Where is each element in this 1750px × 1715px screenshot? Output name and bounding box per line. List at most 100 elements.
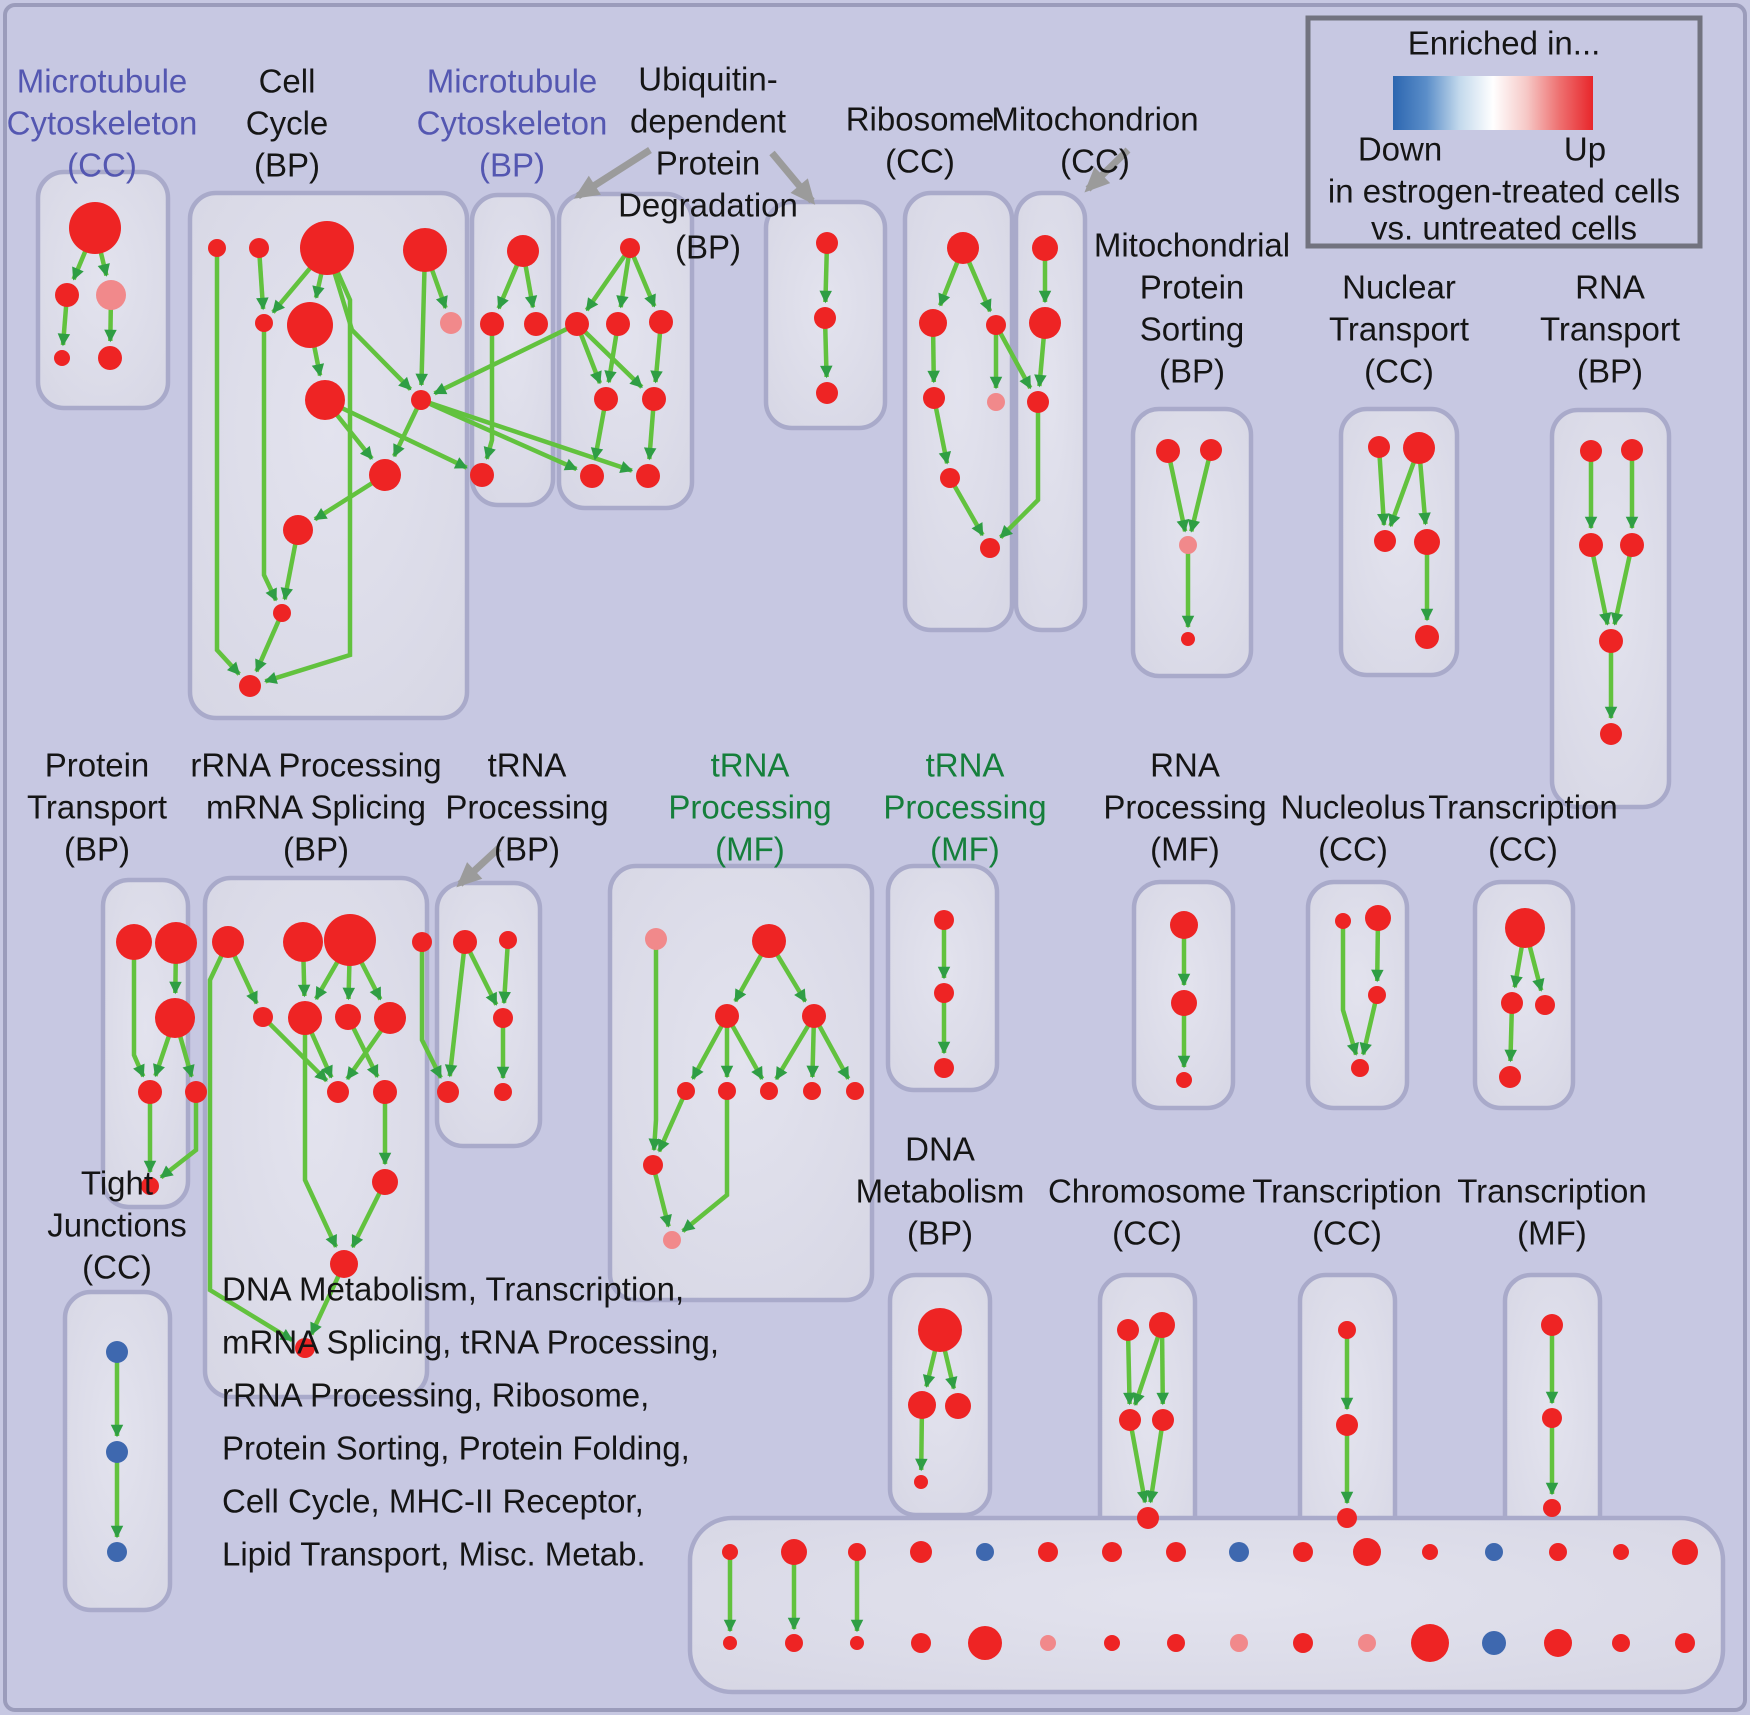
- go-term-node-st5: [976, 1543, 994, 1561]
- transcription-cc-bottom-label: Transcription: [1252, 1173, 1442, 1210]
- edge-ch2-ch3: [1132, 1324, 1165, 1406]
- edge-r4-r6: [931, 397, 952, 465]
- go-term-node-g6: [288, 1001, 322, 1035]
- go-term-node-g4: [412, 932, 432, 952]
- legend-up-label: Up: [1564, 131, 1606, 168]
- tight-junctions-cc-label: Tight: [81, 1165, 153, 1202]
- go-term-node-q1: [1580, 440, 1602, 462]
- box-trna-bp: [434, 880, 543, 1149]
- go-term-node-i3: [1337, 1508, 1357, 1528]
- go-term-node-k10: [663, 1231, 681, 1249]
- go-term-node-g8: [374, 1002, 406, 1034]
- go-term-node-r4: [923, 387, 945, 409]
- rna-processing-mf-label: (MF): [1150, 831, 1220, 868]
- go-term-node-d3: [945, 1393, 971, 1419]
- edge-mb2-mb4: [483, 324, 496, 460]
- go-term-node-b7: [440, 312, 462, 334]
- go-term-node-a5: [98, 346, 122, 370]
- ubiquitin-degradation-bp-label: dependent: [630, 103, 786, 140]
- go-term-node-r3: [986, 315, 1006, 335]
- go-term-node-b10: [369, 459, 401, 491]
- edge-e1-e4: [1340, 921, 1359, 1056]
- go-term-node-h5: [494, 1083, 512, 1101]
- go-term-node-g5: [253, 1007, 273, 1027]
- rrna-processing-mrna-splicing-bp-label: rRNA Processing: [190, 747, 441, 784]
- go-term-node-u3: [649, 310, 673, 334]
- protein-transport-bp-label: (BP): [64, 831, 130, 868]
- legend-subtitle-1: in estrogen-treated cells: [1328, 173, 1680, 210]
- go-term-node-st15: [1613, 1544, 1629, 1560]
- dna-metabolism-bp-label: DNA: [905, 1131, 975, 1168]
- go-term-node-q6: [1600, 723, 1622, 745]
- box-transcription-cc-mid: [1472, 879, 1576, 1111]
- go-term-node-st11: [1353, 1538, 1381, 1566]
- go-term-node-s4: [1181, 632, 1195, 646]
- microtubule-cytoskeleton-cc-label: Cytoskeleton: [7, 105, 198, 142]
- edge-h1-h4: [444, 941, 468, 1078]
- box-dna-metabolism: [887, 1272, 993, 1518]
- go-term-node-r6: [940, 468, 960, 488]
- go-term-node-sb3: [850, 1636, 864, 1650]
- edge-h2-h3: [498, 939, 511, 1005]
- go-term-node-m2: [934, 983, 954, 1003]
- edge-ch2-ch4: [1156, 1324, 1169, 1406]
- go-term-node-n4: [1414, 529, 1440, 555]
- legend-subtitle-2: vs. untreated cells: [1371, 210, 1637, 247]
- go-term-node-st3: [848, 1543, 866, 1561]
- go-term-node-w1: [1032, 235, 1058, 261]
- trna-processing-mf-1-label: tRNA: [711, 747, 790, 784]
- go-term-node-q4: [1620, 533, 1644, 557]
- protein-transport-bp-label: Transport: [27, 789, 167, 826]
- go-term-node-b1: [208, 239, 226, 257]
- edge-s2-s3: [1187, 449, 1214, 533]
- go-term-node-f1: [1505, 908, 1545, 948]
- go-term-node-h2: [499, 931, 517, 949]
- go-term-node-mb1: [507, 235, 539, 267]
- go-term-node-n3: [1374, 530, 1396, 552]
- go-term-node-sb7: [1104, 1635, 1120, 1651]
- edge-u0-u1: [584, 246, 632, 312]
- go-term-node-r5: [987, 393, 1005, 411]
- edge-b9-b10: [392, 399, 424, 458]
- dna-metabolism-bp-label: (BP): [907, 1215, 973, 1252]
- trna-processing-mf-2-label: Processing: [883, 789, 1046, 826]
- go-term-node-r1: [947, 232, 979, 264]
- box-trna-mf-1: [607, 863, 875, 1303]
- go-term-node-j3: [1543, 1499, 1561, 1517]
- go-term-node-p6: [141, 1177, 159, 1195]
- misc-categories-list-line: mRNA Splicing, tRNA Processing,: [222, 1324, 719, 1361]
- go-term-node-k4: [677, 1082, 695, 1100]
- mitochondrial-protein-sorting-bp-label: Sorting: [1140, 311, 1245, 348]
- mitochondrion-cc-label: (CC): [1060, 143, 1130, 180]
- edge-ch1-ch3: [1123, 1329, 1136, 1406]
- ubiquitin-degradation-bp-label: Ubiquitin-: [638, 61, 777, 98]
- go-term-node-k5: [718, 1082, 736, 1100]
- go-term-node-m3: [934, 1058, 954, 1078]
- chromosome-cc-label: Chromosome: [1048, 1173, 1246, 1210]
- edge-q4-q5: [1610, 544, 1635, 626]
- cell-cycle-bp-label: Cell: [259, 63, 316, 100]
- go-term-node-w3: [1027, 391, 1049, 413]
- go-term-node-a1: [69, 202, 121, 254]
- microtubule-cytoskeleton-bp-label: Microtubule: [427, 63, 598, 100]
- go-term-node-st16: [1672, 1539, 1698, 1565]
- go-term-node-v3: [816, 382, 838, 404]
- edge-u1-b9: [433, 321, 578, 396]
- ribosome-cc-label: (CC): [885, 143, 955, 180]
- go-term-node-q5: [1599, 629, 1623, 653]
- go-term-node-sb14: [1544, 1629, 1572, 1657]
- edge-ch4-ch5: [1145, 1419, 1166, 1504]
- go-term-node-f2: [1501, 992, 1523, 1014]
- go-term-node-b4: [403, 228, 447, 272]
- go-term-node-g3: [324, 914, 376, 966]
- go-term-node-q3: [1579, 533, 1603, 557]
- edge-b12-b13: [254, 612, 285, 673]
- go-term-node-h1: [453, 930, 477, 954]
- microtubule-cytoskeleton-bp-label: (BP): [479, 147, 545, 184]
- go-term-node-s1: [1156, 439, 1180, 463]
- go-term-node-mb3: [524, 312, 548, 336]
- edge-s1-s3: [1165, 450, 1189, 533]
- go-term-node-b2: [249, 238, 269, 258]
- go-term-node-st14: [1549, 1543, 1567, 1561]
- cell-cycle-bp-label: (BP): [254, 147, 320, 184]
